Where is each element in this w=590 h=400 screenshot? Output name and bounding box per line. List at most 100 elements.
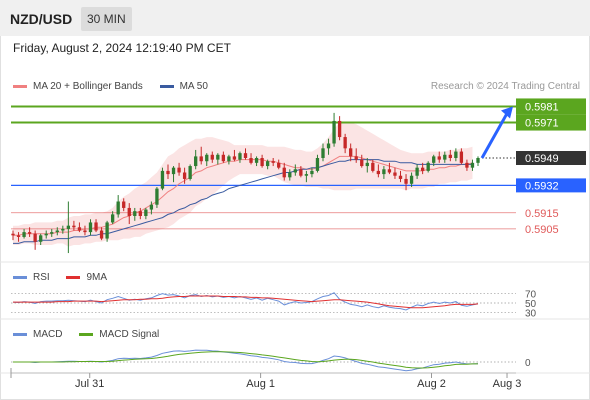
candle-body [254, 158, 259, 163]
rsi-level-label: 30 [525, 308, 537, 319]
candle-body [376, 170, 381, 175]
candle-body [232, 156, 237, 160]
candle-body [199, 156, 203, 162]
minor-level-label: 0.5905 [525, 224, 559, 236]
chart-header: NZD/USD 30 MIN [0, 0, 590, 36]
rsi-level-label: 70 [525, 290, 537, 301]
candle-body [337, 120, 342, 138]
candle-body [94, 222, 98, 231]
candle-body [249, 158, 253, 163]
candle-body [50, 232, 54, 234]
legend-macd: MACD MACD Signal [13, 329, 159, 340]
candle-body [332, 120, 336, 144]
candle-body [315, 158, 320, 171]
candle-body [238, 153, 242, 160]
candle-body [44, 233, 48, 236]
candle-body [343, 137, 347, 149]
candle-body [476, 158, 480, 163]
x-tick-label: Jul 31 [75, 378, 104, 390]
candle-body [66, 225, 71, 229]
candle-body [415, 167, 419, 176]
candle-body [99, 230, 104, 239]
timeframe-button[interactable]: 30 MIN [81, 7, 132, 31]
candle-body [265, 161, 270, 167]
chart-datetime: Friday, August 2, 2024 12:19:40 PM CET [13, 41, 231, 55]
candle-body [354, 156, 358, 160]
rsi-ma-legend-label: 9MA [86, 272, 108, 283]
candle-body [22, 232, 26, 237]
candle-body [260, 158, 264, 167]
candle-body [299, 169, 303, 176]
candle-body [182, 172, 187, 179]
x-tick-label: Aug 1 [246, 378, 275, 390]
candle-body [149, 204, 154, 210]
candle-body [420, 167, 425, 171]
candle-body [310, 170, 314, 175]
candle-body [282, 167, 286, 178]
ma50-line [13, 159, 473, 244]
candle-body [144, 209, 148, 216]
candle-body [122, 201, 126, 208]
candle-body [293, 169, 297, 173]
candle-body [166, 170, 170, 175]
resistance-label: 0.5981 [525, 101, 559, 113]
candle-body [77, 227, 82, 231]
candle-body [105, 222, 109, 239]
legend-rsi: RSI 9MA [13, 272, 107, 283]
candle-body [127, 207, 131, 216]
rsi-level-label: 50 [525, 299, 537, 310]
candle-body [83, 230, 87, 233]
ma50-legend-label: MA 50 [179, 81, 208, 92]
candle-body [72, 225, 76, 228]
candle-body [155, 188, 159, 205]
candle-body [443, 154, 447, 160]
forecast-arrow-shaft [480, 112, 509, 159]
candle-body [409, 175, 414, 184]
x-tick-label: Aug 3 [493, 378, 522, 390]
candle-body [216, 154, 220, 160]
macd-signal-line [13, 351, 478, 369]
candle-body [459, 151, 464, 163]
candle-body [321, 148, 325, 158]
candle-body [398, 175, 403, 179]
candle-body [16, 235, 21, 237]
macd-legend-label: MACD [33, 329, 63, 340]
support-tag [516, 178, 586, 193]
candle-body [88, 222, 93, 233]
macd-signal-legend-swatch [79, 332, 94, 336]
candle-body [437, 156, 441, 160]
macd-legend-swatch [13, 332, 27, 336]
rsi-ma-legend-swatch [66, 275, 81, 279]
resistance-tag [516, 114, 586, 131]
candle-body [365, 162, 369, 167]
candle-body [454, 151, 458, 158]
candle-body [382, 169, 386, 175]
candle-body [110, 214, 115, 223]
resistance-tag [516, 98, 586, 115]
x-tick-label: Aug 2 [417, 378, 446, 390]
legend-price: MA 20 + Bollinger Bands MA 50 [13, 81, 208, 92]
candle-body [133, 211, 137, 216]
candle-body [432, 156, 436, 163]
candle-body [33, 233, 37, 242]
candle-body [404, 178, 408, 184]
macd-zero-label: 0 [525, 358, 531, 369]
candle-body [116, 201, 120, 215]
candle-body [55, 230, 59, 233]
candle-body [11, 233, 15, 236]
support-label: 0.5932 [525, 180, 559, 192]
candle-body [138, 211, 142, 216]
candle-body [221, 154, 226, 162]
candle-body [271, 161, 275, 163]
candle-body [160, 170, 165, 189]
ma20-legend-swatch [13, 84, 27, 88]
candle-body [277, 162, 281, 168]
macd-signal-legend-label: MACD Signal [99, 329, 160, 340]
candle-body [61, 228, 65, 231]
candle-body [39, 235, 43, 242]
candle-body [194, 156, 198, 167]
candle-body [465, 162, 469, 168]
candle-body [188, 166, 192, 179]
candle-body [304, 174, 309, 176]
